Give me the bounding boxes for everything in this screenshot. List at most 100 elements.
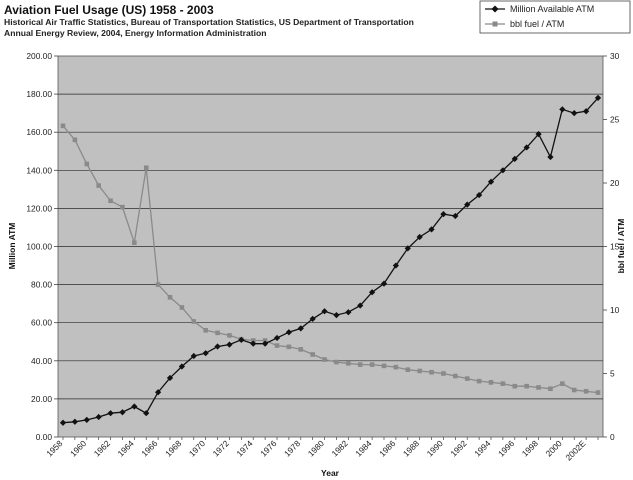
left-tick-label: 180.00	[26, 89, 52, 99]
data-point-fuel	[500, 381, 506, 386]
data-point-fuel	[476, 378, 482, 384]
legend-box	[479, 0, 631, 34]
right-tick-label: 0	[610, 432, 615, 442]
right-tick-label: 30	[610, 51, 620, 61]
data-point-fuel	[429, 369, 434, 375]
x-axis-ticks: 1958 1960 1962 1964 1966 1968 1970 1972 1974 1976…	[44, 437, 599, 463]
data-point-fuel	[227, 333, 232, 338]
legend-label-atm: Million Available ATM	[510, 4, 594, 14]
left-axis-ticks: 0.00 20.00 40.00 60.00 80.00 100.00 120.00 140.…	[26, 51, 58, 442]
x-tick-label: 1970	[187, 438, 207, 458]
right-tick-label: 10	[610, 305, 620, 315]
right-tick-label: 25	[610, 115, 620, 125]
data-point-atm	[559, 106, 566, 113]
data-point-fuel	[132, 240, 137, 245]
left-tick-label: 200.00	[26, 51, 52, 61]
x-tick-label: 1960	[68, 438, 88, 458]
left-tick-label: 160.00	[26, 127, 52, 137]
data-point-fuel	[512, 383, 518, 389]
data-point-fuel	[346, 361, 351, 366]
data-point-fuel	[72, 137, 78, 143]
data-point-fuel	[167, 295, 173, 300]
data-point-atm	[250, 340, 257, 347]
series-line-fuel	[62, 125, 599, 394]
x-axis-label: Year	[321, 468, 340, 478]
data-point-atm	[582, 108, 590, 115]
left-tick-label: 80.00	[31, 280, 52, 290]
data-point-fuel	[215, 330, 220, 336]
data-point-fuel	[583, 388, 589, 394]
chart-subtitle-line-2: Annual Energy Review, 2004, Energy Infor…	[4, 28, 266, 38]
data-point-atm	[380, 280, 388, 287]
data-point-fuel	[108, 198, 113, 204]
data-point-fuel	[120, 204, 125, 210]
data-point-fuel	[453, 373, 458, 379]
data-point-atm	[261, 340, 269, 347]
left-tick-label: 0.00	[36, 432, 53, 442]
data-point-fuel	[262, 338, 268, 343]
data-point-fuel	[179, 305, 185, 310]
data-point-atm	[368, 289, 376, 296]
y-axis-right-label: bbl fuel / ATM	[616, 219, 626, 274]
left-tick-label: 40.00	[31, 356, 52, 366]
data-point-fuel	[369, 362, 375, 367]
data-point-atm	[321, 308, 328, 315]
data-point-atm	[392, 262, 400, 269]
data-point-atm	[143, 410, 150, 417]
data-point-fuel	[84, 161, 90, 167]
x-tick-label: 1966	[139, 438, 159, 458]
data-point-fuel	[274, 343, 280, 348]
x-tick-label: 1982	[329, 438, 349, 458]
data-point-fuel	[155, 282, 161, 287]
data-point-atm	[285, 329, 293, 336]
data-point-atm	[273, 334, 281, 342]
series-line-atm	[62, 97, 599, 424]
legend: Million Available ATM bbl fuel / ATM	[479, 0, 631, 34]
data-point-fuel	[334, 359, 339, 365]
data-point-fuel	[464, 376, 470, 381]
data-point-fuel	[298, 347, 304, 352]
data-point-fuel	[60, 123, 66, 129]
data-point-atm	[440, 211, 447, 218]
data-point-fuel	[357, 362, 363, 367]
x-tick-label: 1962	[92, 438, 112, 458]
x-tick-label: 1984	[353, 438, 373, 458]
x-tick-label: 1974	[234, 438, 254, 458]
data-point-atm	[309, 315, 316, 323]
x-tick-label: 1978	[282, 438, 302, 458]
data-point-fuel	[536, 385, 541, 390]
x-tick-label: 1994	[472, 438, 492, 458]
data-point-fuel	[143, 165, 149, 171]
x-tick-label: 1988	[401, 438, 421, 458]
left-tick-label: 120.00	[26, 203, 52, 213]
x-tick-label: 1968	[163, 438, 183, 458]
data-point-fuel	[548, 386, 553, 392]
x-tick-label: 2002E	[563, 438, 587, 462]
x-tick-label: 1996	[496, 438, 516, 458]
data-point-atm	[297, 325, 304, 332]
data-point-fuel	[405, 367, 411, 372]
x-tick-label: 1964	[115, 438, 135, 458]
x-tick-label: 1972	[211, 438, 231, 458]
data-point-atm	[357, 302, 364, 309]
legend-label-fuel: bbl fuel / ATM	[510, 19, 564, 29]
data-point-fuel	[250, 338, 256, 343]
series-layer	[59, 94, 602, 426]
data-point-fuel	[560, 381, 565, 386]
legend-marker-atm	[491, 5, 499, 13]
data-point-fuel	[310, 352, 315, 357]
data-point-fuel	[203, 328, 208, 333]
data-point-fuel	[417, 368, 422, 374]
data-point-fuel	[441, 371, 446, 376]
data-point-fuel	[393, 364, 399, 370]
left-tick-label: 140.00	[26, 165, 52, 175]
data-point-fuel	[96, 183, 101, 188]
data-point-fuel	[595, 390, 601, 395]
data-point-atm	[202, 350, 209, 357]
data-point-fuel	[286, 344, 292, 350]
x-tick-label: 1992	[448, 438, 468, 458]
data-point-atm	[333, 311, 340, 319]
chart-title: Aviation Fuel Usage (US) 1958 - 2003	[4, 3, 214, 17]
left-tick-label: 20.00	[31, 394, 52, 404]
